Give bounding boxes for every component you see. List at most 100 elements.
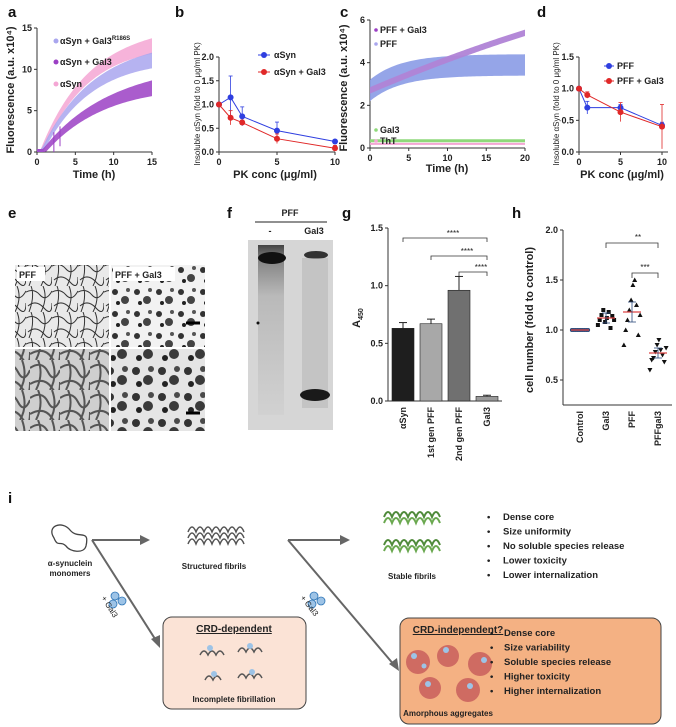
box2-bullet-dot-2: • — [490, 657, 494, 668]
panel-i: i α-synuclein monomers Structured fibril… — [8, 490, 662, 725]
tem-label-pff-gal3: PFF + Gal3 — [115, 270, 162, 280]
structured-label: Structured fibrils — [182, 562, 247, 571]
chart-c-ytick-label-1: 2 — [360, 100, 365, 110]
stable-label: Stable fibrils — [388, 572, 437, 581]
chart-h-point-1-6 — [606, 310, 611, 314]
legend-b-2: αSyn + Gal3 — [274, 67, 326, 77]
chart-c-xtick-label-3: 15 — [481, 153, 491, 163]
chart-a-xlabel: Time (h) — [73, 169, 116, 181]
chart-h-point-2-8 — [635, 332, 641, 337]
chart-h-point-3-5 — [656, 338, 662, 343]
chart-c-ytick-label-3: 6 — [360, 15, 365, 25]
incomplete-fibril-icon — [199, 643, 263, 682]
crd-independent-title: CRD-independent? — [413, 625, 504, 636]
chart-a-legend: αSyn + Gal3R186S αSyn + Gal3 αSyn — [53, 36, 130, 89]
box2-bullet-4: Higher internalization — [504, 686, 601, 697]
gel-lane-label-1: - — [269, 226, 272, 236]
chart-g-ytick-label-2: 1.0 — [370, 281, 383, 291]
chart-b-xlabel: PK conc (μg/ml) — [233, 169, 317, 181]
panel-h: h 0.51.01.52.0 Control Gal3 PFF PFFgal3****… — [512, 205, 672, 446]
chart-d-xlabel: PK conc (μg/ml) — [580, 169, 664, 181]
gel-lane-1-well-band — [258, 252, 286, 264]
panel-label-c: c — [340, 4, 348, 21]
chart-g-bar-1 — [419, 323, 443, 402]
legend-d-2: PFF + Gal3 — [617, 76, 664, 86]
chart-c-xtick-label-0: 0 — [367, 153, 372, 163]
panel-e: e PFF PFF + Gal3 — [8, 205, 205, 431]
chart-b-ytick-label-1: 0.5 — [201, 123, 214, 133]
chart-a-xtick-label-1: 5 — [73, 157, 78, 167]
chart-d-ytick-label-2: 1.0 — [561, 84, 574, 94]
amorphous-aggregate-icon — [406, 645, 492, 702]
panel-label-d: d — [537, 4, 546, 21]
chart-h-point-1-0 — [595, 323, 600, 327]
box2-bullet-dot-3: • — [490, 672, 494, 683]
chart-g-sig-bracket-2 — [458, 271, 488, 276]
legend-c-2: PFF — [380, 39, 398, 49]
crd-dependent-box — [162, 616, 307, 710]
chart-h-xtick-label-0: Control — [575, 411, 585, 443]
top-bullet-0: Dense core — [503, 512, 554, 523]
chart-c-series-pff — [370, 54, 525, 102]
gel-lane-2-smear — [302, 258, 328, 408]
chart-h-ytick-label-0: 0.5 — [545, 375, 558, 385]
chart-h-point-2-5 — [630, 282, 636, 287]
chart-h-xtick-label-3: PFFgal3 — [653, 411, 663, 446]
chart-h-point-2-9 — [637, 312, 643, 317]
chart-b-ylabel: Insoluble αSyn (fold to 0 μg/ml PK) — [193, 42, 202, 166]
chart-a-ylabel: Fluorescence (a.u. x10⁴) — [5, 26, 17, 153]
top-bullet-dot-1: • — [487, 527, 491, 538]
stable-fibril-icon — [383, 511, 441, 554]
chart-d-point-1-1 — [584, 92, 591, 98]
box2-bullet-1: Size variability — [504, 643, 571, 654]
chart-h-point-1-4 — [603, 320, 608, 324]
chart-b-xtick-label-2: 10 — [330, 157, 340, 167]
gal3-icon-left — [108, 591, 127, 609]
legend-marker-b-1 — [261, 52, 267, 58]
crd-independent-caption: Amorphous aggregates — [403, 709, 493, 718]
monomer-label-line1: α-synuclein — [48, 559, 93, 568]
chart-h-point-3-4 — [654, 343, 660, 348]
chart-g-xtick-label-3: Gal3 — [482, 407, 492, 427]
legend-d-1: PFF — [617, 61, 635, 71]
gel-lane-1-smear — [258, 245, 284, 415]
chart-b-point-1-2 — [239, 119, 246, 126]
chart-h-ytick-label-3: 2.0 — [545, 225, 558, 235]
chart-d-ytick-label-0: 0.0 — [561, 147, 574, 157]
panel-label-e: e — [8, 205, 16, 222]
chart-c-xtick-label-4: 20 — [520, 153, 530, 163]
arrow-to-box1 — [91, 539, 158, 643]
box2-bullet-dot-0: • — [490, 628, 494, 639]
chart-d-xtick-label-0: 0 — [576, 157, 581, 167]
panel-label-i: i — [8, 490, 12, 507]
legend-marker-a-2 — [53, 59, 59, 65]
tem-label-bg-pff — [17, 267, 45, 281]
chart-c-ylabel: Fluorescence (a.u. x10⁴) — [338, 24, 350, 151]
arrowhead-to-structured — [140, 535, 150, 545]
panel-label-b: b — [175, 4, 184, 21]
monomer-icon — [51, 524, 88, 552]
top-bullet-dot-2: • — [487, 541, 491, 552]
chart-h-point-3-7 — [660, 353, 665, 358]
chart-b-legend: αSyn αSyn + Gal3 — [258, 50, 326, 77]
chart-d-point-1-2 — [617, 109, 624, 116]
box2-bullet-2: Soluble species release — [504, 657, 611, 668]
top-bullet-dot-0: • — [487, 512, 491, 523]
chart-b-ytick-label-0: 0.0 — [201, 147, 214, 157]
arrow-to-box2 — [287, 539, 396, 667]
chart-g-bar-3 — [475, 396, 499, 402]
panel-d: d 0 5 10 0.0 0.5 1.0 1.5 Insoluble αSyn (fold … — [537, 4, 668, 181]
arrowhead-to-stable — [340, 535, 350, 545]
chart-h-point-1-1 — [597, 318, 602, 322]
legend-marker-a-3 — [53, 81, 59, 87]
chart-h-xtick-label-2: PFF — [627, 410, 637, 428]
chart-g-ytick-label-3: 1.5 — [370, 223, 383, 233]
gel-lane-2-well-band — [304, 251, 328, 259]
tem-image-pff-gal3-high-mag — [111, 349, 205, 431]
chart-c-series-gal3 — [370, 139, 525, 143]
structured-fibril-icon — [187, 526, 245, 547]
legend-c-1: PFF + Gal3 — [380, 25, 427, 35]
chart-h-point-1-2 — [599, 313, 604, 317]
chart-b-point-1-1 — [227, 114, 234, 121]
